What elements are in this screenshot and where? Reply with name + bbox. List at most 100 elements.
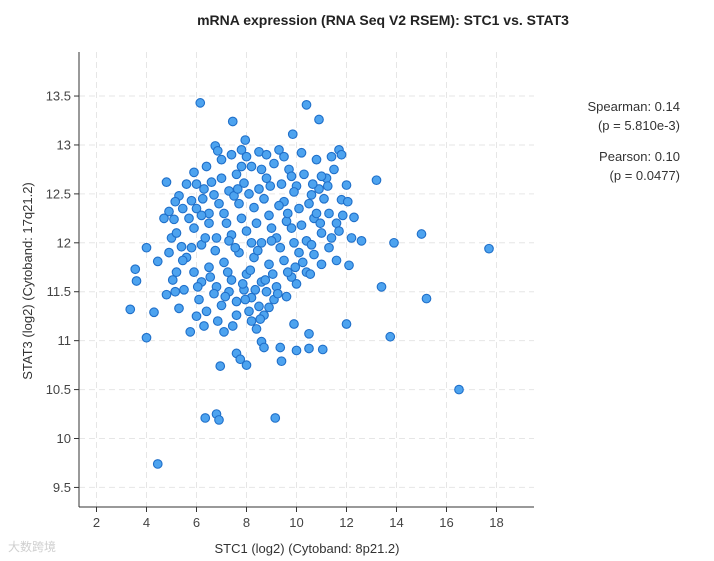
data-point [336, 149, 347, 160]
data-point [260, 275, 271, 285]
data-point [329, 164, 339, 175]
data-point [204, 262, 214, 273]
data-point [199, 321, 209, 331]
data-point [206, 177, 217, 187]
data-point [250, 284, 261, 295]
data-point [246, 161, 257, 172]
data-point [256, 237, 267, 248]
data-point [194, 294, 204, 305]
y-tick-label: 11.5 [47, 284, 71, 299]
data-point [279, 151, 289, 162]
y-tick-label: 11 [58, 333, 72, 348]
data-point [275, 342, 286, 353]
data-point [266, 235, 277, 246]
data-point [209, 190, 219, 200]
y-tick-label: 12.5 [46, 186, 71, 201]
data-point [314, 114, 324, 125]
data-point [389, 237, 399, 248]
data-point [261, 149, 272, 160]
data-point [311, 154, 322, 165]
y-tick-label: 10 [57, 431, 71, 446]
chart-title: mRNA expression (RNA Seq V2 RSEM): STC1 … [197, 12, 569, 28]
data-point [315, 218, 326, 229]
data-point [314, 184, 324, 194]
data-point [219, 326, 229, 337]
y-tick-label: 13.5 [46, 89, 71, 104]
data-point [306, 239, 317, 250]
x-axis-label: STC1 (log2) (Cytoband: 8p21.2) [215, 541, 400, 556]
data-point [212, 145, 223, 156]
data-point [291, 345, 302, 356]
data-point [256, 164, 267, 175]
data-point [254, 301, 264, 312]
data-point [237, 279, 248, 289]
data-point [290, 262, 301, 273]
x-tick-label: 14 [389, 515, 403, 530]
data-point [251, 218, 262, 229]
data-point [307, 179, 318, 189]
data-point [296, 147, 307, 158]
data-point [245, 265, 256, 276]
data-point [186, 195, 197, 206]
data-point [220, 291, 231, 302]
data-point [317, 344, 328, 355]
data-point [197, 193, 208, 204]
data-point [224, 235, 234, 246]
spearman-label: Spearman: 0.14 [587, 99, 680, 114]
data-point [231, 169, 242, 180]
data-point [294, 247, 304, 258]
grid [79, 52, 534, 507]
data-point [205, 272, 216, 282]
data-point [164, 247, 174, 258]
data-point [234, 198, 244, 209]
data-point [261, 286, 272, 297]
data-point [316, 259, 327, 270]
data-point [216, 173, 227, 184]
data-point [244, 306, 254, 317]
data-point [159, 213, 169, 224]
data-point [275, 242, 286, 253]
data-point [164, 206, 174, 217]
data-point [174, 303, 184, 314]
data-point [324, 208, 334, 219]
data-point [316, 171, 327, 182]
data-point [227, 116, 238, 127]
data-point [152, 256, 163, 267]
data-point [232, 184, 243, 194]
data-point [254, 184, 264, 194]
data-point [279, 255, 289, 266]
x-tick-label: 18 [489, 515, 503, 530]
data-point [264, 302, 274, 313]
data-point [289, 319, 299, 329]
data-point [246, 237, 257, 248]
data-point [349, 212, 359, 223]
data-point [246, 316, 257, 326]
data-point [216, 300, 227, 311]
data-point [210, 245, 221, 256]
data-point [296, 220, 307, 231]
data-point [356, 235, 367, 246]
data-point [261, 173, 272, 184]
data-point [204, 218, 214, 229]
data-point [282, 208, 293, 219]
data-point [171, 267, 182, 278]
data-point [291, 279, 302, 289]
data-point [289, 187, 299, 197]
data-point [214, 198, 224, 209]
data-point [161, 289, 172, 300]
data-point [152, 459, 163, 469]
data-point [226, 149, 237, 160]
data-point [306, 190, 317, 200]
data-point [270, 413, 281, 423]
y-tick-label: 13 [57, 137, 71, 152]
x-tick-label: 10 [289, 515, 303, 530]
data-point [272, 288, 283, 299]
data-point [179, 284, 189, 295]
data-point [231, 296, 242, 307]
data-point [305, 269, 316, 279]
data-point [189, 167, 199, 178]
data-point [185, 326, 196, 337]
data-point [334, 226, 344, 236]
data-point [125, 304, 136, 315]
